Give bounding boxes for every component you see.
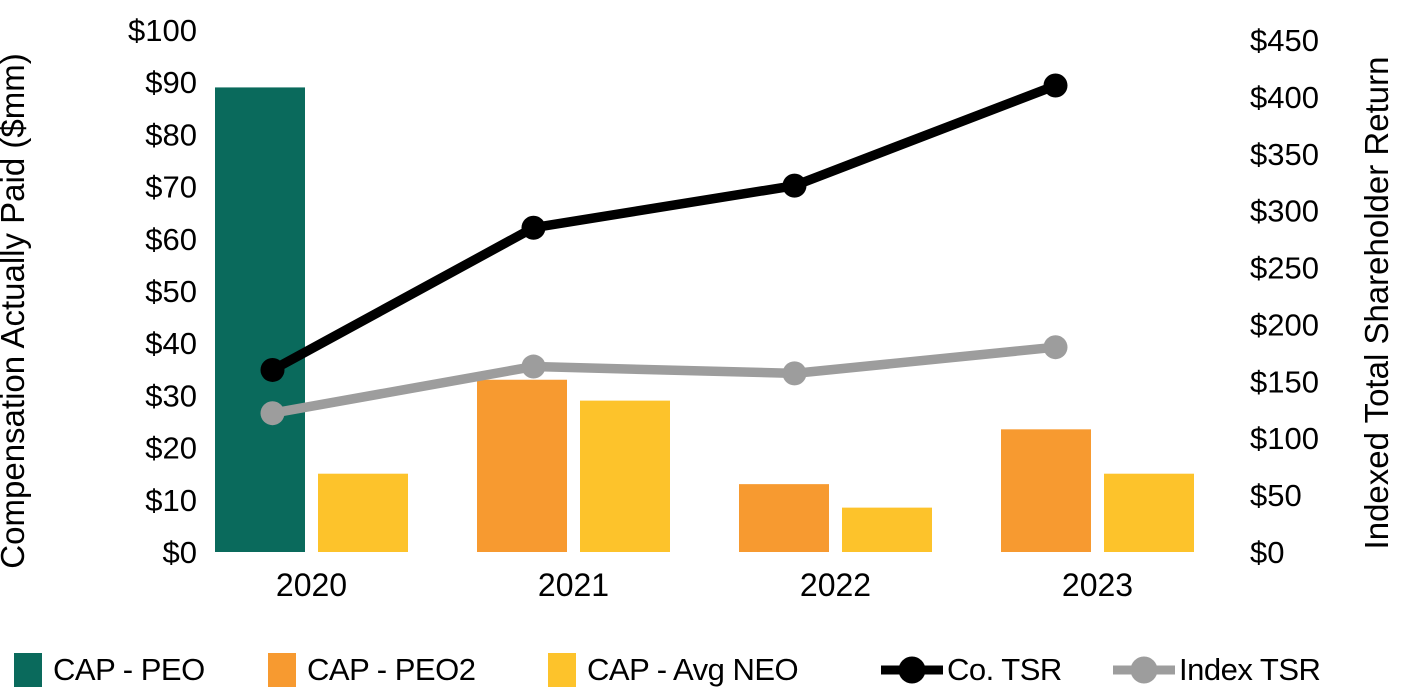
legend-label: CAP - PEO2 — [307, 652, 476, 687]
bar-cap-peo-2020 — [215, 87, 305, 553]
bar-cap-peo2-2021 — [477, 379, 567, 552]
line-index-tsr — [271, 342, 1056, 418]
left-axis-tick-label: $0 — [163, 535, 197, 570]
legend-item-co-tsr: Co. TSR — [880, 645, 1062, 695]
chart-legend: CAP - PEO CAP - PEO2 CAP - Avg NEO Co. T… — [0, 645, 1406, 695]
right-axis-tick-label: $100 — [1250, 421, 1319, 456]
x-axis-category-label: 2022 — [800, 567, 871, 603]
index-tsr-line-marker-icon — [1113, 656, 1175, 684]
x-axis-category-label: 2021 — [538, 567, 609, 603]
left-axis-tick-label: $30 — [145, 378, 197, 413]
dot-index-tsr-2022 — [782, 361, 807, 386]
left-axis-tick-label: $70 — [145, 170, 197, 205]
dot-co-tsr-2023 — [1043, 73, 1068, 98]
legend-label: CAP - PEO — [53, 652, 205, 687]
legend-item-index-tsr: Index TSR — [1112, 645, 1321, 695]
left-axis-tick-label: $40 — [145, 326, 197, 361]
left-axis-tick-label: $10 — [145, 483, 197, 518]
right-axis-tick-label: $250 — [1250, 251, 1319, 286]
left-axis-tick-label: $100 — [128, 13, 197, 48]
right-axis-tick-label: $300 — [1250, 194, 1319, 229]
bar-cap-peo2-2022 — [739, 484, 829, 552]
dot-index-tsr-2023 — [1043, 335, 1068, 360]
x-axis-category-label: 2023 — [1062, 567, 1133, 603]
co-tsr-line-marker-icon — [881, 656, 943, 684]
left-axis-tick-label: $20 — [145, 431, 197, 466]
right-axis-tick-label: $350 — [1250, 137, 1319, 172]
legend-item-cap-peo: CAP - PEO — [14, 645, 205, 695]
cap-avg-neo-swatch-icon — [548, 653, 576, 687]
right-axis-tick-label: $200 — [1250, 307, 1319, 342]
legend-item-cap-avg-neo: CAP - Avg NEO — [548, 645, 799, 695]
dot-co-tsr-2021 — [521, 215, 546, 240]
cap-peo2-swatch-icon — [268, 653, 296, 687]
bar-cap-avg-neo-2022 — [842, 507, 932, 552]
legend-item-cap-peo2: CAP - PEO2 — [268, 645, 476, 695]
right-axis-tick-label: $0 — [1250, 535, 1284, 570]
bar-cap-avg-neo-2021 — [580, 400, 670, 552]
x-axis-category-label: 2020 — [276, 567, 347, 603]
right-axis-tick-label: $150 — [1250, 364, 1319, 399]
bar-cap-peo2-2023 — [1001, 429, 1091, 552]
dot-index-tsr-2021 — [521, 354, 546, 379]
left-axis-title: Compensation Actually Paid ($mm) — [0, 53, 31, 568]
line-co-tsr — [270, 81, 1058, 375]
right-axis-tick-label: $400 — [1250, 80, 1319, 115]
left-axis-tick-label: $90 — [145, 65, 197, 100]
dot-co-tsr-2020 — [260, 357, 285, 382]
dot-index-tsr-2020 — [260, 401, 285, 426]
dot-co-tsr-2022 — [782, 173, 807, 198]
right-axis-title: Indexed Total Shareholder Return — [1358, 57, 1395, 550]
legend-label: Index TSR — [1179, 652, 1321, 687]
legend-label: CAP - Avg NEO — [587, 652, 799, 687]
cap-peo-swatch-icon — [14, 653, 42, 687]
right-axis-tick-label: $50 — [1250, 478, 1302, 513]
bar-cap-avg-neo-2023 — [1104, 473, 1194, 552]
bar-cap-avg-neo-2020 — [318, 473, 408, 552]
legend-label: Co. TSR — [947, 652, 1062, 687]
left-axis-tick-label: $60 — [145, 222, 197, 257]
right-axis-tick-label: $450 — [1250, 23, 1319, 58]
chart-canvas: $0 $10 $20 $30 $40 $50 $60 $70 $80 $90 $100 $0 $50 $1… — [0, 13, 1395, 603]
left-axis-tick-label: $50 — [145, 274, 197, 309]
left-axis-tick-label: $80 — [145, 117, 197, 152]
